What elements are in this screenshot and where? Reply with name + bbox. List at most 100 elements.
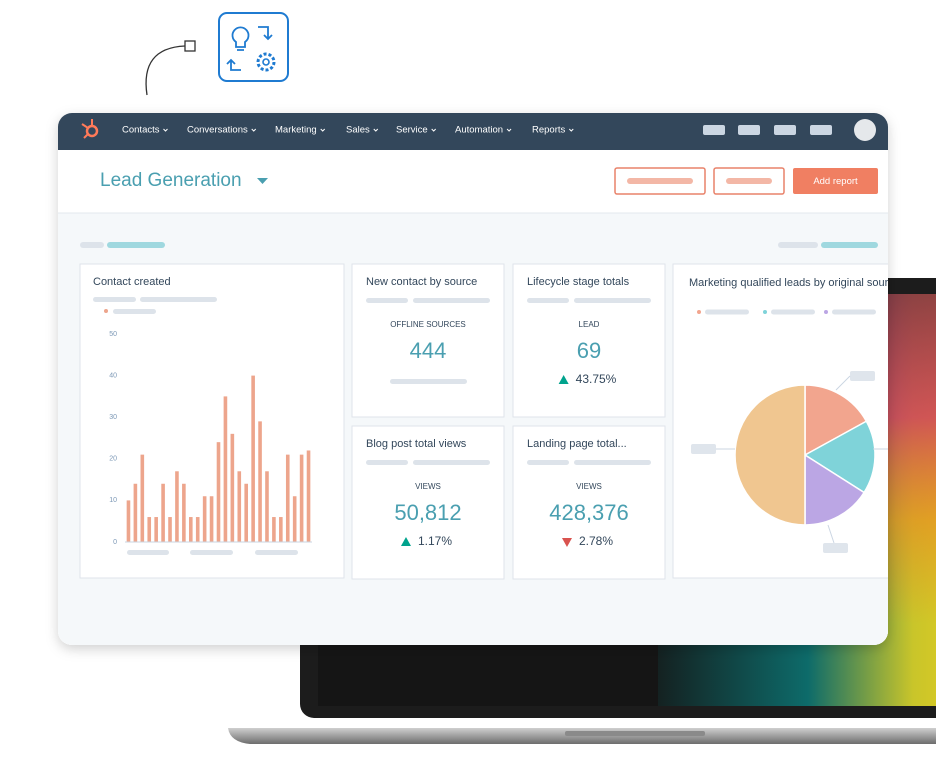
text-placeholder: [366, 298, 408, 303]
nav-icon[interactable]: [810, 125, 832, 135]
text-placeholder: [113, 309, 156, 314]
nav-item[interactable]: Reports: [532, 125, 566, 136]
text-placeholder: [127, 550, 169, 555]
bar: [209, 496, 214, 542]
card: [351, 263, 505, 418]
text-placeholder: [413, 298, 490, 303]
legend-dot: [824, 310, 828, 314]
nav-icon[interactable]: [703, 125, 725, 135]
nav-icon[interactable]: [774, 125, 796, 135]
legend-dot: [104, 309, 108, 313]
avatar[interactable]: [854, 119, 876, 141]
bar: [306, 450, 311, 542]
text-placeholder: [771, 309, 815, 315]
trend-down: [561, 538, 572, 547]
y-tick-label: 10: [109, 497, 117, 504]
laptop-hinge: [565, 731, 705, 736]
bar: [154, 517, 158, 542]
button-placeholder: [627, 178, 693, 184]
connector-line: [145, 45, 186, 96]
bar: [230, 433, 235, 542]
pie-slice: [734, 384, 806, 526]
nav-chevron: [373, 128, 379, 132]
filter-placeholder: [80, 242, 104, 248]
kpi-change: 43.75%: [576, 372, 617, 386]
y-tick-label: 0: [113, 539, 117, 546]
label-placeholder: [823, 543, 848, 553]
nav-chevron: [506, 128, 512, 132]
kpi-change: 1.17%: [418, 534, 452, 548]
kpi-value: 444: [410, 338, 447, 363]
legend-dot: [697, 310, 701, 314]
nav-item[interactable]: Sales: [346, 125, 370, 136]
bar: [251, 375, 255, 542]
bar: [292, 496, 297, 542]
text-placeholder: [93, 297, 136, 302]
card-title: Landing page total...: [527, 438, 627, 450]
nav-item[interactable]: Automation: [455, 125, 503, 136]
y-tick-label: 40: [109, 372, 117, 379]
bar: [195, 517, 200, 542]
text-placeholder: [527, 298, 569, 303]
text-placeholder: [390, 379, 467, 384]
logo-spokes: [81, 119, 93, 139]
bar: [237, 471, 242, 542]
nav-item[interactable]: Contacts: [122, 125, 160, 136]
y-tick-label: 30: [109, 414, 117, 421]
bar: [140, 454, 145, 542]
pie-slice: [803, 420, 876, 494]
nav-item[interactable]: Conversations: [187, 125, 248, 136]
bar: [168, 517, 172, 542]
icon-gear: [256, 52, 276, 72]
nav-chevron: [568, 128, 574, 132]
trend-up: [400, 537, 411, 546]
card: [512, 425, 666, 580]
bar: [182, 483, 186, 542]
label-placeholder: [850, 371, 875, 381]
text-placeholder: [574, 298, 651, 303]
kpi-label: LEAD: [579, 320, 600, 329]
kpi-change: 2.78%: [579, 534, 613, 548]
icon-box: [218, 12, 289, 82]
nav-chevron: [251, 128, 257, 132]
bar: [223, 396, 228, 542]
pie-slice: [804, 453, 866, 526]
button-placeholder: [726, 178, 772, 184]
text-placeholder: [413, 460, 490, 465]
text-placeholder: [366, 460, 408, 465]
legend-dot: [763, 310, 767, 314]
kpi-value: 50,812: [394, 500, 461, 525]
nav-item[interactable]: Marketing: [275, 125, 317, 136]
text-placeholder: [832, 309, 876, 315]
card: [351, 425, 505, 580]
bar: [265, 471, 269, 542]
y-tick-label: 50: [109, 331, 117, 338]
card-title: Marketing qualified leads by original so…: [689, 277, 900, 289]
text-placeholder: [255, 550, 298, 555]
text-placeholder: [705, 309, 749, 315]
card-title: Contact created: [93, 276, 171, 288]
nav-item[interactable]: Service: [396, 125, 428, 136]
text-placeholder: [190, 550, 233, 555]
bar: [161, 483, 165, 542]
label-leader: [716, 375, 888, 544]
filter-placeholder: [107, 242, 165, 248]
icon-bulb: [231, 26, 250, 51]
label-placeholder: [691, 444, 716, 454]
card-title: Blog post total views: [366, 438, 467, 450]
text-placeholder: [574, 460, 651, 465]
text-placeholder: [140, 297, 217, 302]
add-report-label: Add report: [813, 176, 858, 187]
card: [512, 263, 666, 418]
nav-icon[interactable]: [738, 125, 760, 135]
page-title[interactable]: Lead Generation: [100, 170, 242, 191]
bar: [279, 517, 283, 542]
trend-up: [558, 375, 569, 384]
bar: [285, 454, 290, 542]
filter-placeholder: [778, 242, 818, 248]
add-report-button[interactable]: [793, 168, 878, 194]
bar: [188, 517, 193, 542]
app-window: Contacts Conversations Marketing Sales Servi…: [58, 113, 900, 645]
bar: [272, 517, 276, 542]
